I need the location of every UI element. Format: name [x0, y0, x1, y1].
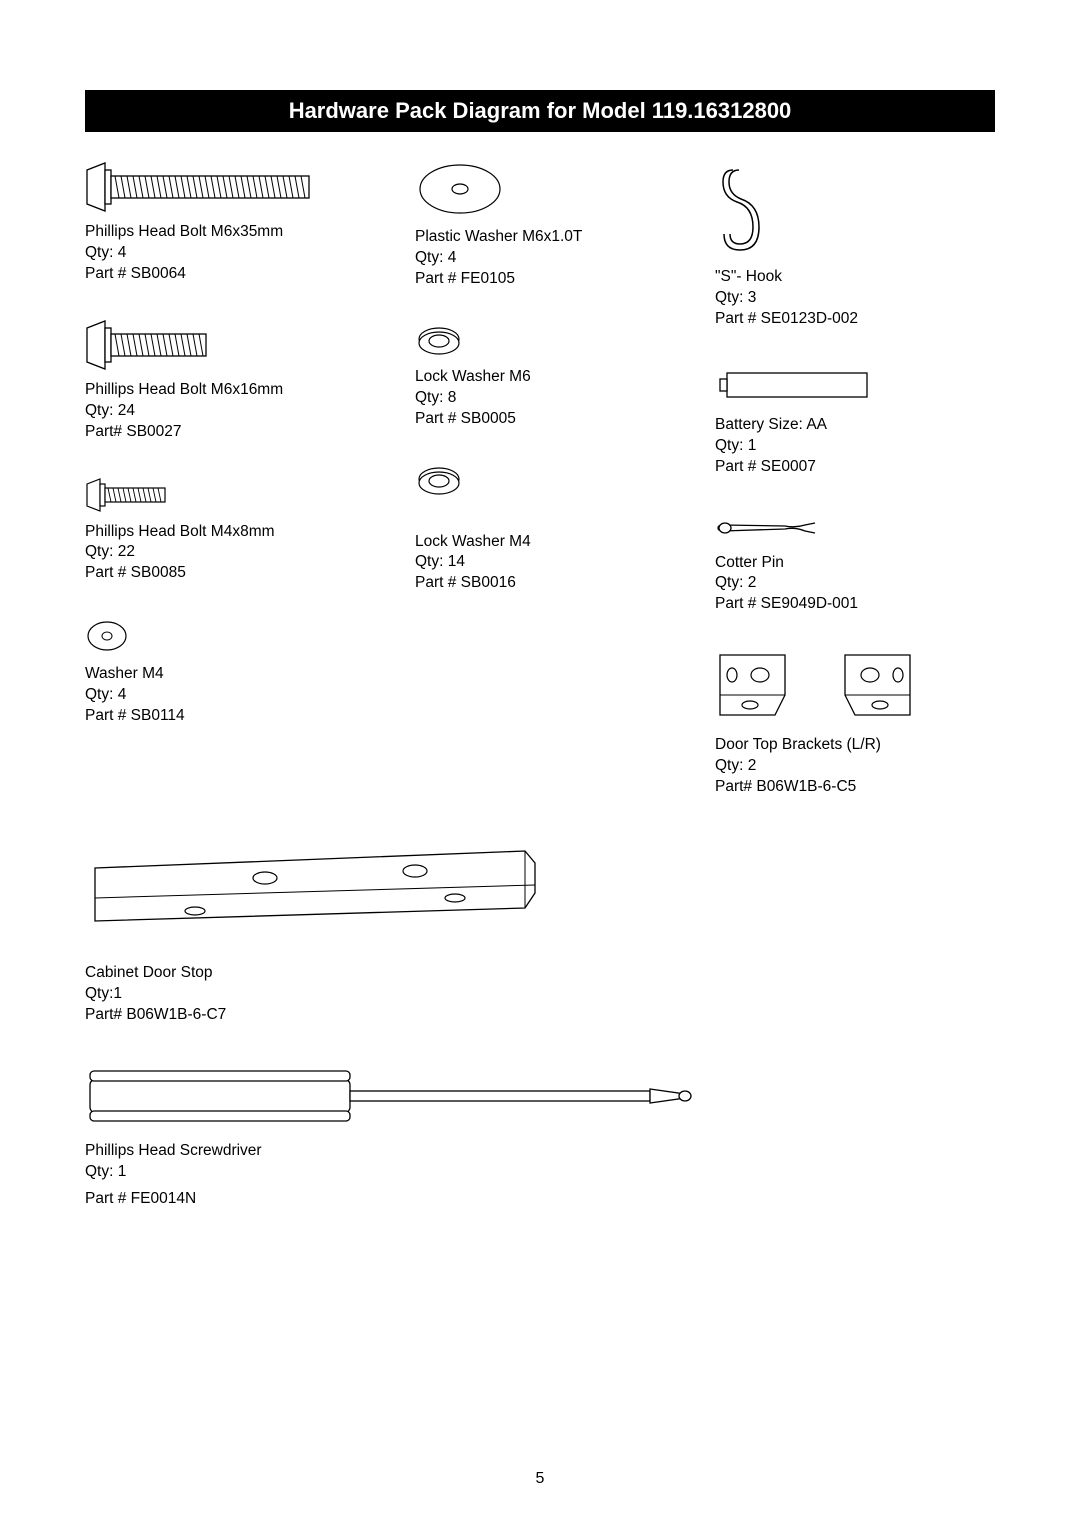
- page-title: Hardware Pack Diagram for Model 119.1631…: [85, 90, 995, 132]
- door-brackets-icon: [715, 650, 995, 725]
- part-qty: Qty: 2: [715, 756, 995, 777]
- item-lock-washer-m6: Lock Washer M6 Qty: 8 Part # SB0005: [415, 325, 675, 430]
- part-number: Part# B06W1B-6-C5: [715, 777, 995, 798]
- part-name: Phillips Head Screwdriver: [85, 1141, 995, 1162]
- item-screwdriver: Phillips Head Screwdriver Qty: 1 Part # …: [85, 1061, 995, 1210]
- bolt-m6x16-icon: [85, 320, 375, 370]
- item-lock-washer-m4: Lock Washer M4 Qty: 14 Part # SB0016: [415, 465, 675, 595]
- part-qty: Qty: 1: [715, 436, 995, 457]
- part-number: Part # SB0064: [85, 264, 375, 285]
- part-qty: Qty:1: [85, 984, 995, 1005]
- hardware-columns: Phillips Head Bolt M6x35mm Qty: 4 Part #…: [85, 162, 995, 833]
- part-number: Part # SB0085: [85, 563, 375, 584]
- item-door-stop: Cabinet Door Stop Qty:1 Part# B06W1B-6-C…: [85, 843, 995, 1026]
- item-plastic-washer: Plastic Washer M6x1.0T Qty: 4 Part # FE0…: [415, 162, 675, 290]
- part-number: Part # SE9049D-001: [715, 594, 995, 615]
- part-name: Phillips Head Bolt M4x8mm: [85, 522, 375, 543]
- s-hook-icon: [715, 162, 995, 257]
- part-name: Phillips Head Bolt M6x16mm: [85, 380, 375, 401]
- part-number: Part# B06W1B-6-C7: [85, 1005, 995, 1026]
- door-stop-icon: [85, 843, 995, 933]
- part-name: Cotter Pin: [715, 553, 995, 574]
- part-number: Part# SB0027: [85, 422, 375, 443]
- item-bolt-m6x16: Phillips Head Bolt M6x16mm Qty: 24 Part#…: [85, 320, 375, 443]
- item-cotter-pin: Cotter Pin Qty: 2 Part # SE9049D-001: [715, 513, 995, 616]
- part-qty: Qty: 4: [415, 248, 675, 269]
- part-name: "S"- Hook: [715, 267, 995, 288]
- part-name: Cabinet Door Stop: [85, 963, 995, 984]
- item-bolt-m4x8: Phillips Head Bolt M4x8mm Qty: 22 Part #…: [85, 478, 375, 585]
- part-number: Part # SB0016: [415, 573, 675, 594]
- washer-m4-icon: [85, 619, 375, 654]
- part-number: Part # SB0005: [415, 409, 675, 430]
- part-qty: Qty: 4: [85, 243, 375, 264]
- column-3: "S"- Hook Qty: 3 Part # SE0123D-002 Batt…: [715, 162, 995, 833]
- part-name: Lock Washer M6: [415, 367, 675, 388]
- lock-washer-m4-icon: [415, 465, 675, 497]
- part-qty: Qty: 2: [715, 573, 995, 594]
- plastic-washer-icon: [415, 162, 675, 217]
- item-washer-m4: Washer M4 Qty: 4 Part # SB0114: [85, 619, 375, 727]
- item-battery: Battery Size: AA Qty: 1 Part # SE0007: [715, 365, 995, 478]
- column-2: Plastic Washer M6x1.0T Qty: 4 Part # FE0…: [415, 162, 675, 833]
- part-name: Plastic Washer M6x1.0T: [415, 227, 675, 248]
- part-number: Part # FE0014N: [85, 1189, 995, 1210]
- part-number: Part # SB0114: [85, 706, 375, 727]
- screwdriver-icon: [85, 1061, 995, 1131]
- part-name: Washer M4: [85, 664, 375, 685]
- column-1: Phillips Head Bolt M6x35mm Qty: 4 Part #…: [85, 162, 375, 833]
- part-number: Part # SE0123D-002: [715, 309, 995, 330]
- part-name: Lock Washer M4: [415, 532, 675, 553]
- item-bolt-m6x35: Phillips Head Bolt M6x35mm Qty: 4 Part #…: [85, 162, 375, 285]
- part-qty: Qty: 14: [415, 552, 675, 573]
- battery-icon: [715, 365, 995, 405]
- part-qty: Qty: 24: [85, 401, 375, 422]
- item-door-brackets: Door Top Brackets (L/R) Qty: 2 Part# B06…: [715, 650, 995, 798]
- bolt-m6x35-icon: [85, 162, 375, 212]
- lock-washer-m6-icon: [415, 325, 675, 357]
- part-qty: Qty: 4: [85, 685, 375, 706]
- part-number: Part # FE0105: [415, 269, 675, 290]
- part-qty: Qty: 3: [715, 288, 995, 309]
- page-number: 5: [536, 1470, 545, 1488]
- bolt-m4x8-icon: [85, 478, 375, 512]
- part-number: Part # SE0007: [715, 457, 995, 478]
- part-qty: Qty: 8: [415, 388, 675, 409]
- part-name: Battery Size: AA: [715, 415, 995, 436]
- wide-section: Cabinet Door Stop Qty:1 Part# B06W1B-6-C…: [85, 843, 995, 1210]
- part-qty: Qty: 22: [85, 542, 375, 563]
- part-name: Door Top Brackets (L/R): [715, 735, 995, 756]
- item-s-hook: "S"- Hook Qty: 3 Part # SE0123D-002: [715, 162, 995, 330]
- cotter-pin-icon: [715, 513, 995, 543]
- part-qty: Qty: 1: [85, 1162, 995, 1183]
- part-name: Phillips Head Bolt M6x35mm: [85, 222, 375, 243]
